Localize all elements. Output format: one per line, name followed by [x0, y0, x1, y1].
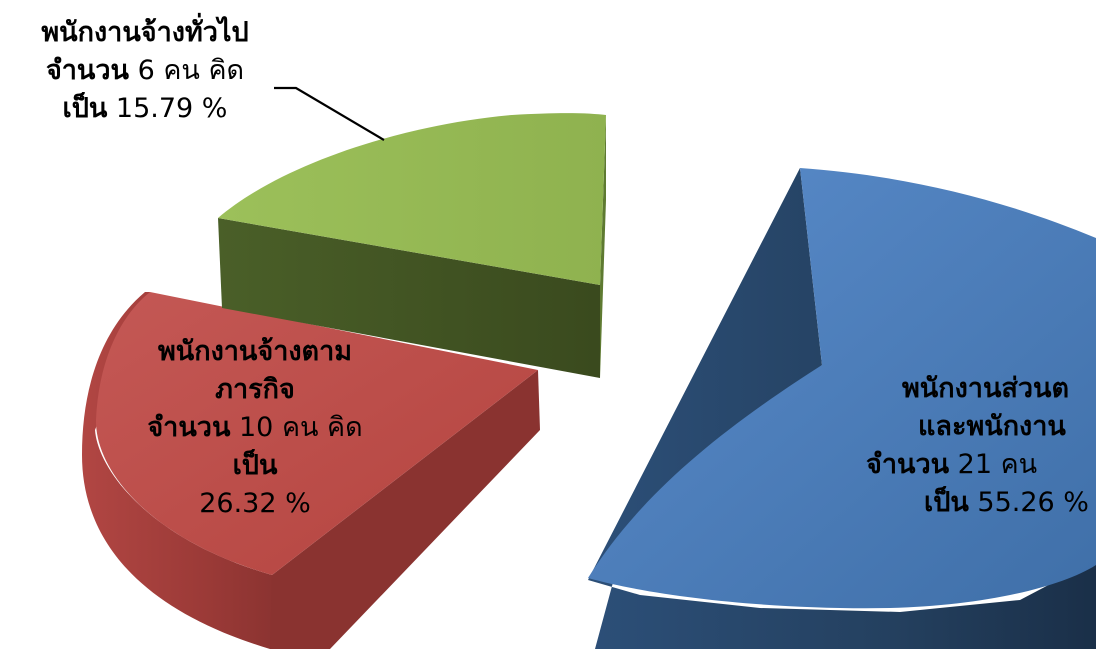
pie-slice-2-side [82, 292, 330, 649]
slice-1-label: พนักงานส่วนต และพนักงาน จำนวน 21 คน เป็น… [866, 373, 1089, 518]
pie-slice-3 [218, 113, 606, 378]
pie-slice-1-side [588, 168, 1096, 649]
pie-slice-3-top [218, 113, 606, 286]
pie-slice-2 [82, 292, 540, 649]
pie-slice-2-side-front [270, 370, 540, 649]
slice-3-label: พนักงานจ้างทั่วไป จำนวน 6 คน คิด เป็น 15… [41, 17, 249, 124]
slice-2-label: พนักงานจ้างตาม ภารกิจ จำนวน 10 คน คิด เป… [147, 336, 363, 519]
pie-slice-1-top [588, 168, 1096, 609]
pie-slice-1 [588, 168, 1096, 649]
pie-slice-3-side-right [600, 115, 606, 378]
pie-slice-3-side [218, 218, 600, 378]
pie-slice-2-top [95, 292, 538, 575]
leader-line-3 [274, 86, 385, 141]
